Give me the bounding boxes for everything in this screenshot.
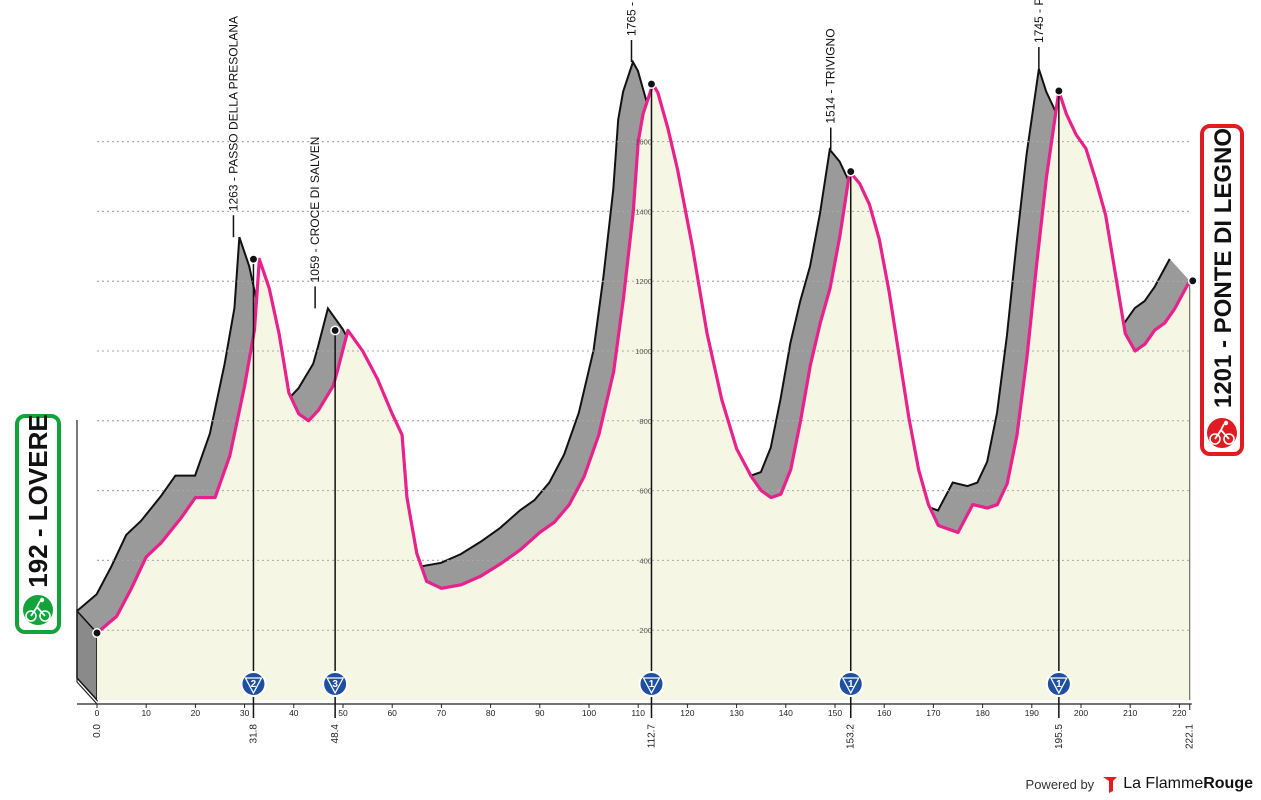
brand-name-light: La Flamme: [1123, 775, 1204, 792]
x-tick-label: 130: [730, 708, 744, 718]
y-tick-label: 1000: [635, 347, 652, 356]
category-triangle: [642, 677, 661, 695]
y-tick-labels: 200 400 600 800 1000 1200 1400 1600: [635, 138, 652, 636]
km-label: 48.4: [330, 724, 341, 744]
climb-name: 1765 - PASSO DEL MORTIROLO (DA EDOLO): [624, 0, 638, 36]
x-tick-label: 170: [926, 708, 940, 718]
x-tick-label: 70: [437, 708, 447, 718]
climb-name: 1263 - PASSO DELLA PRESOLANA: [226, 16, 240, 211]
powered-by-footer: Powered by La Flamme Rouge: [1026, 772, 1253, 796]
y-tick-label: 1200: [635, 277, 652, 286]
km-label: 195.5: [1054, 724, 1065, 749]
start-marker: 192 - LOVERE: [15, 414, 102, 638]
axis-corner: [76, 681, 98, 705]
km-label: 0.0: [92, 724, 103, 738]
x-tick-label: 100: [582, 708, 596, 718]
x-tick-label: 200: [1074, 708, 1088, 718]
flame-logo-icon: [1102, 775, 1118, 793]
start-badge: [15, 414, 61, 634]
category-triangle: [326, 677, 345, 695]
climb-name: 1745 - PASSO DEL MORTIROLO (DA MAZZO): [1032, 0, 1046, 43]
x-axis: 0 10 20 30 40 50 60 70 80 90 100 110 120 130 140 150 160…: [76, 420, 1196, 749]
x-tick-label: 0: [95, 708, 100, 718]
x-tick-label: 120: [680, 708, 694, 718]
powered-by-text: Powered by: [1025, 776, 1095, 792]
y-tick-label: 1400: [635, 207, 652, 216]
y-tick-label: 600: [639, 487, 652, 496]
cyclist-finish-icon-wheel: [1209, 433, 1221, 445]
climb-name: 1514 - TRIVIGNO: [824, 28, 838, 123]
x-tick-label: 210: [1123, 708, 1137, 718]
cyclist-icon: [23, 595, 53, 625]
x-tick-label: 110: [631, 708, 645, 718]
y-tick-label: 800: [639, 417, 652, 426]
summit-dot: [845, 166, 856, 177]
km-label: 153.2: [846, 724, 857, 749]
y-tick-label: 1600: [635, 138, 652, 147]
x-tick-label: 60: [387, 708, 397, 718]
x-tick-label: 220: [1172, 708, 1186, 718]
cyclist-finish-icon-head: [1223, 420, 1229, 426]
start-label: 192 - LOVERE: [23, 414, 53, 587]
category-triangle: [1049, 677, 1068, 695]
finish-label: 1201 - PONTE DI LEGNO: [1210, 128, 1237, 408]
cyclist-icon-head: [39, 597, 45, 603]
category-number: 1: [1056, 679, 1062, 690]
cyclist-finish-icon-wheel: [1223, 433, 1235, 445]
x-tick-label: 20: [191, 708, 201, 718]
profile-area: [97, 84, 1190, 700]
category-triangle: [841, 677, 860, 695]
y-tick-label: 400: [639, 556, 652, 565]
climb-markers: 1263 - PASSO DELLA PRESOLANA 2 1059 - CROC…: [226, 0, 1072, 718]
summit-dot: [248, 254, 259, 265]
km-label: 31.8: [248, 724, 259, 744]
summit-dot: [330, 325, 341, 336]
climb-name: 1059 - CROCE DI SALVEN: [308, 137, 322, 283]
category-number: 1: [848, 679, 854, 690]
x-tick-label: 190: [1025, 708, 1039, 718]
summit-dot: [1053, 86, 1064, 96]
x-tick-label: 160: [877, 708, 891, 718]
cyclist-icon-body: [30, 600, 46, 617]
x-tick-label: 180: [976, 708, 990, 718]
x-tick-label: 90: [535, 708, 545, 718]
x-tick-label: 40: [289, 708, 299, 718]
finish-marker: 1201 - PONTE DI LEGNO: [1187, 124, 1244, 456]
cyclist-finish-icon-body: [1214, 423, 1230, 440]
brand-name-bold: Rouge: [1203, 775, 1253, 792]
x-tick-label: 30: [240, 708, 250, 718]
cyclist-finish-icon: [1207, 418, 1237, 448]
x-tick-label: 80: [486, 708, 496, 718]
finish-dot: [1187, 275, 1198, 286]
start-dot: [92, 628, 102, 638]
x-tick-label: 10: [141, 708, 151, 718]
km-label: 222.1: [1185, 724, 1196, 749]
km-label: 112.7: [646, 724, 657, 749]
category-triangle: [244, 677, 263, 695]
cyclist-icon-wheel: [25, 610, 37, 622]
x-tick-label: 140: [779, 708, 793, 718]
category-number: 1: [649, 679, 655, 690]
profile-side-band: [77, 62, 1190, 633]
x-tick-label: 50: [338, 708, 348, 718]
finish-badge: [1200, 124, 1244, 456]
profile-line: [95, 82, 1192, 635]
y-tick-label: 200: [639, 626, 652, 635]
category-number: 2: [251, 679, 257, 690]
category-number: 3: [332, 679, 338, 690]
brand-logo[interactable]: La Flamme Rouge: [1102, 775, 1253, 793]
profile-fill: [95, 82, 1192, 700]
x-tick-label: 150: [828, 708, 842, 718]
summit-dot: [646, 79, 657, 89]
cyclist-icon-wheel: [39, 610, 51, 622]
